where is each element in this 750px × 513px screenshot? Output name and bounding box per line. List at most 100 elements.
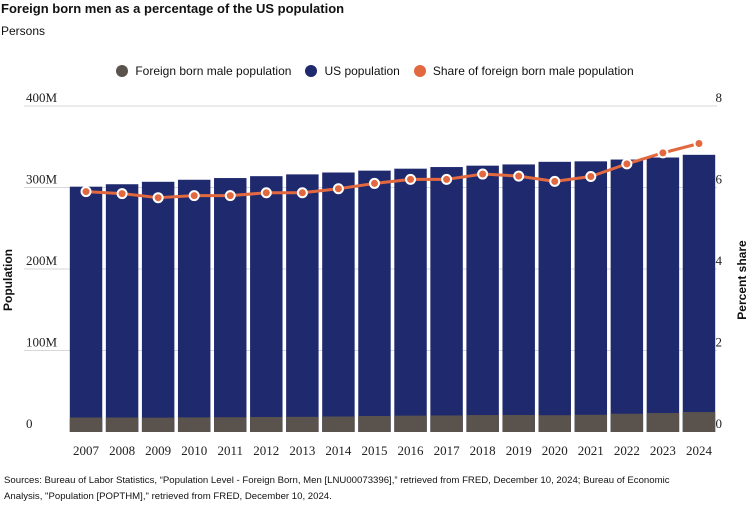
legend-label-share: Share of foreign born male population bbox=[432, 64, 634, 78]
x-tick-label: 2015 bbox=[361, 443, 387, 458]
share-point bbox=[405, 173, 417, 185]
bar-us-population bbox=[177, 179, 211, 432]
x-tick-label: 2022 bbox=[614, 443, 640, 458]
x-tick-label: 2010 bbox=[181, 443, 207, 458]
share-point bbox=[152, 192, 164, 204]
bar-us-population bbox=[358, 170, 391, 432]
bar-us-population bbox=[430, 167, 463, 432]
chart-subtitle: Persons bbox=[1, 24, 46, 38]
share-point bbox=[368, 177, 380, 189]
share-line bbox=[85, 142, 700, 200]
legend-swatch-foreign-born bbox=[116, 65, 129, 77]
x-tick-label: 2014 bbox=[325, 443, 352, 458]
y-tick-label: 200M bbox=[26, 253, 58, 268]
y2-tick-label: 0 bbox=[716, 416, 723, 431]
bar-us-population bbox=[394, 168, 427, 432]
y-tick-label: 300M bbox=[26, 172, 58, 187]
share-point bbox=[260, 187, 272, 199]
share-point bbox=[116, 188, 128, 200]
share-point bbox=[296, 187, 308, 199]
y-tick-label: 0 bbox=[26, 416, 33, 431]
bar-foreign-born bbox=[610, 413, 644, 432]
x-tick-label: 2020 bbox=[542, 443, 568, 458]
share-point bbox=[585, 170, 597, 182]
y2-tick-label: 4 bbox=[716, 253, 723, 268]
x-tick-label: 2007 bbox=[73, 443, 100, 458]
bar-foreign-born bbox=[214, 417, 247, 432]
share-point bbox=[80, 186, 92, 198]
bar-us-population bbox=[141, 181, 175, 432]
x-tick-label: 2012 bbox=[253, 443, 279, 458]
bar-foreign-born bbox=[69, 417, 103, 432]
bar-us-population bbox=[574, 161, 608, 432]
bar-us-population bbox=[682, 154, 716, 433]
y-axis-title: Population bbox=[1, 249, 15, 311]
y-tick-label: 400M bbox=[26, 90, 58, 105]
legend-item-share: Share of foreign born male population bbox=[413, 64, 634, 78]
source-line-2: Analysis, "Population [POPTHM]," retriev… bbox=[4, 491, 332, 502]
bar-foreign-born bbox=[574, 414, 608, 432]
chart-title: Foreign born men as a percentage of the … bbox=[1, 1, 345, 16]
x-tick-label: 2009 bbox=[145, 443, 171, 458]
bar-foreign-born bbox=[286, 416, 319, 432]
y2-tick-label: 2 bbox=[716, 335, 723, 350]
share-point bbox=[188, 190, 200, 202]
y-tick-label: 100M bbox=[26, 335, 58, 350]
x-tick-label: 2017 bbox=[434, 443, 461, 458]
legend-label-us-population: US population bbox=[324, 64, 400, 78]
share-point bbox=[621, 158, 633, 170]
legend-item-us-population: US population bbox=[305, 64, 400, 78]
x-tick-label: 2024 bbox=[686, 443, 713, 458]
bar-foreign-born bbox=[358, 416, 391, 432]
x-tick-label: 2018 bbox=[470, 443, 496, 458]
legend-label-foreign-born: Foreign born male population bbox=[135, 64, 292, 78]
bar-foreign-born bbox=[105, 417, 139, 432]
bar-us-population bbox=[69, 186, 103, 432]
source-note: Sources: Bureau of Labor Statistics, “Po… bbox=[4, 473, 744, 505]
bar-us-population bbox=[502, 164, 535, 433]
share-point bbox=[224, 190, 236, 202]
bar-foreign-born bbox=[394, 415, 427, 432]
chart-legend: Foreign born male population US populati… bbox=[0, 64, 750, 78]
share-point bbox=[477, 168, 489, 180]
bar-foreign-born bbox=[250, 417, 283, 432]
source-line-1: Sources: Bureau of Labor Statistics, “Po… bbox=[4, 475, 670, 486]
bar-us-population bbox=[610, 159, 644, 432]
y2-axis-title: Percent share bbox=[735, 240, 749, 320]
bar-foreign-born bbox=[430, 415, 463, 432]
legend-swatch-us-population bbox=[305, 65, 318, 77]
share-point bbox=[549, 175, 561, 187]
x-tick-label: 2019 bbox=[506, 443, 532, 458]
share-point bbox=[657, 147, 669, 159]
x-tick-label: 2016 bbox=[398, 443, 425, 458]
bar-us-population bbox=[214, 178, 247, 432]
bar-foreign-born bbox=[322, 416, 355, 432]
share-point bbox=[441, 173, 453, 185]
bar-us-population bbox=[286, 174, 319, 433]
share-point bbox=[332, 183, 344, 195]
y2-tick-label: 6 bbox=[716, 172, 723, 187]
x-tick-label: 2023 bbox=[650, 443, 676, 458]
legend-item-foreign-born: Foreign born male population bbox=[116, 64, 291, 78]
chart-plot: 0 100M 200M 300M 400M 0 2 4 6 8 Population Percent … bbox=[1, 90, 749, 458]
y2-tick-label: 8 bbox=[716, 90, 723, 105]
bar-us-population bbox=[538, 161, 571, 432]
bar-us-population bbox=[105, 184, 139, 432]
bar-foreign-born bbox=[502, 414, 535, 432]
bar-foreign-born bbox=[682, 412, 716, 432]
bar-us-population bbox=[250, 176, 283, 432]
bar-us-population bbox=[322, 172, 355, 432]
bar-foreign-born bbox=[466, 415, 499, 432]
x-tick-label: 2008 bbox=[109, 443, 135, 458]
share-point bbox=[693, 137, 705, 149]
bar-foreign-born bbox=[141, 417, 175, 432]
share-point bbox=[513, 170, 525, 182]
bar-us-population bbox=[466, 165, 499, 432]
bar-foreign-born bbox=[177, 417, 211, 432]
legend-swatch-share bbox=[413, 65, 426, 77]
bar-foreign-born bbox=[646, 413, 680, 432]
x-tick-label: 2013 bbox=[289, 443, 315, 458]
x-tick-label: 2011 bbox=[217, 443, 243, 458]
bar-us-population bbox=[646, 157, 680, 432]
x-tick-label: 2021 bbox=[578, 443, 604, 458]
